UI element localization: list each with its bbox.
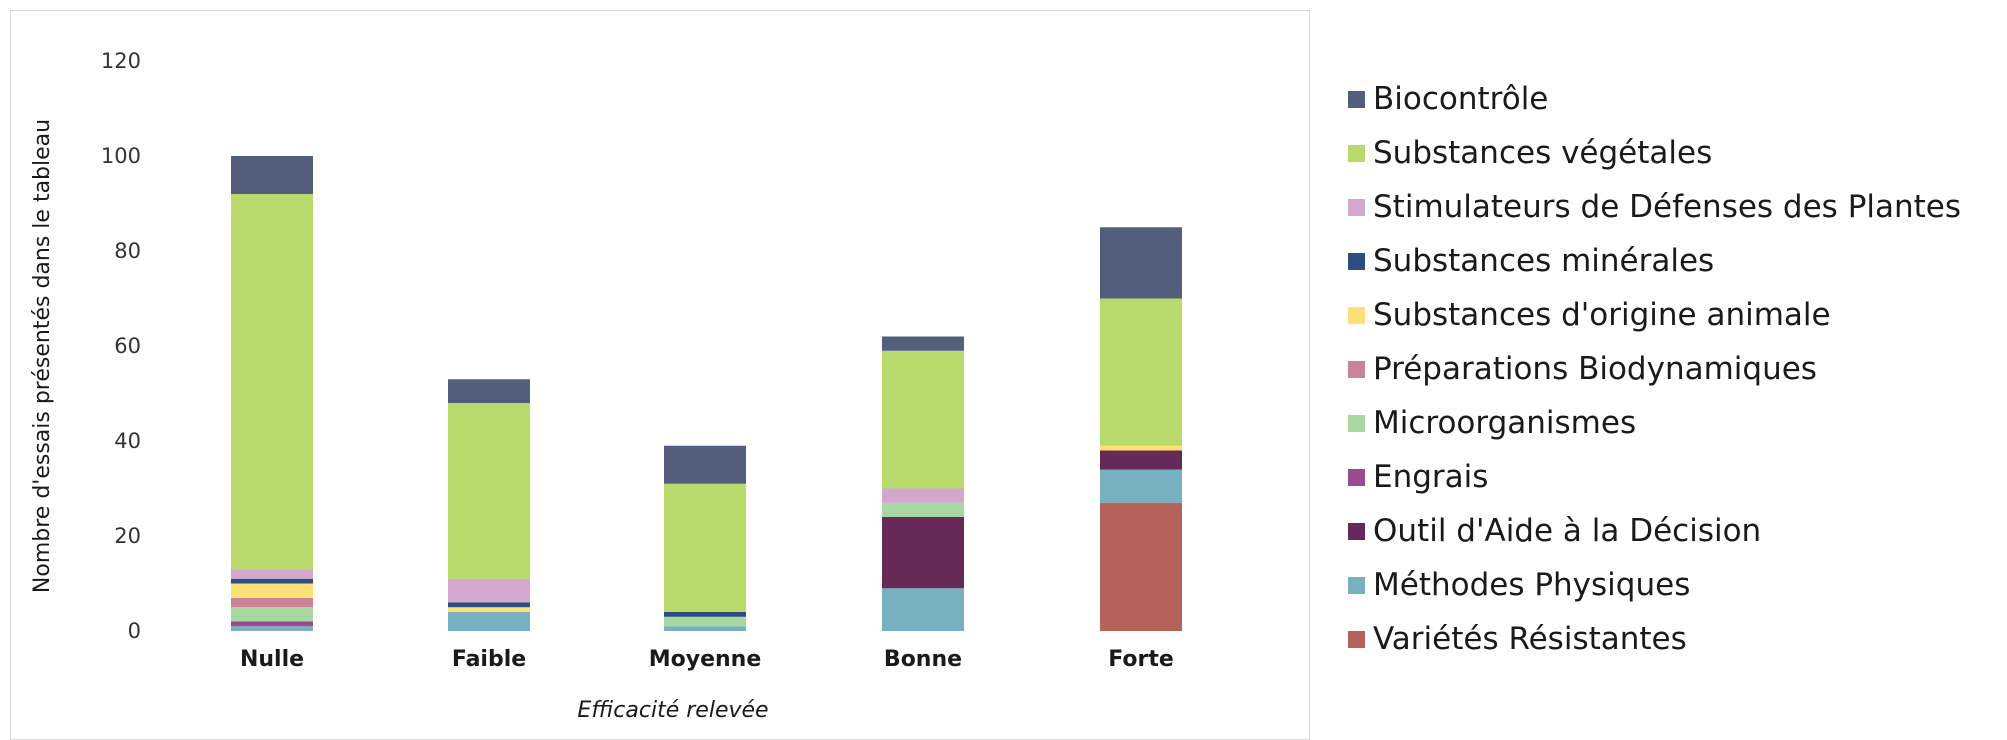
bar-segment — [1100, 446, 1182, 451]
legend-label: Substances minérales — [1373, 243, 1714, 279]
bar-segment — [231, 622, 313, 627]
y-tick-label: 40 — [114, 429, 141, 453]
x-category-label: Forte — [1108, 647, 1174, 672]
y-axis-ticks: 0 20 40 60 80 100 120 — [101, 49, 141, 643]
legend-label: Substances d'origine animale — [1373, 297, 1831, 333]
legend-swatch — [1348, 199, 1365, 216]
legend-swatch — [1348, 145, 1365, 162]
legend-item: Substances végétales — [1348, 126, 1961, 180]
y-tick-label: 100 — [101, 144, 141, 168]
bar-segment — [1100, 227, 1182, 298]
y-tick-label: 20 — [114, 524, 141, 548]
legend-label: Biocontrôle — [1373, 81, 1548, 117]
legend-swatch — [1348, 307, 1365, 324]
bar-segment — [882, 588, 964, 631]
legend-label: Outil d'Aide à la Décision — [1373, 513, 1761, 549]
legend: Biocontrôle Substances végétales Stimulate… — [1348, 72, 1961, 666]
legend-item: Substances minérales — [1348, 234, 1961, 288]
bar-segment — [1100, 451, 1182, 470]
bar-segment — [448, 403, 530, 579]
x-category-label: Moyenne — [649, 647, 762, 672]
bar-segment — [448, 607, 530, 612]
legend-item: Stimulateurs de Défenses des Plantes — [1348, 180, 1961, 234]
bar-segment — [664, 484, 746, 612]
legend-label: Substances végétales — [1373, 135, 1712, 171]
bar-segment — [448, 603, 530, 608]
y-axis-title: Nombre d'essais présentés dans le tablea… — [30, 119, 55, 593]
legend-label: Stimulateurs de Défenses des Plantes — [1373, 189, 1961, 225]
stacked-bar-chart: 0 20 40 60 80 100 120 Nulle Faible Moyenne Bonne F… — [11, 11, 1311, 736]
bar-segment — [882, 489, 964, 503]
bar-segment — [1100, 470, 1182, 503]
legend-swatch — [1348, 361, 1365, 378]
legend-item: Méthodes Physiques — [1348, 558, 1961, 612]
legend-swatch — [1348, 91, 1365, 108]
legend-label: Variétés Résistantes — [1373, 621, 1687, 657]
bar-segment — [231, 607, 313, 621]
bar-segment — [882, 337, 964, 351]
bar-segment — [664, 446, 746, 484]
bar-segment — [231, 156, 313, 194]
legend-swatch — [1348, 523, 1365, 540]
x-category-label: Bonne — [884, 647, 962, 672]
legend-item: Microorganismes — [1348, 396, 1961, 450]
bar-segment — [664, 617, 746, 627]
legend-item: Substances d'origine animale — [1348, 288, 1961, 342]
bar-segment — [1100, 299, 1182, 446]
y-tick-label: 60 — [114, 334, 141, 358]
bar-segment — [231, 598, 313, 608]
legend-label: Méthodes Physiques — [1373, 567, 1690, 603]
bar-segment — [664, 626, 746, 631]
y-tick-label: 0 — [128, 619, 141, 643]
bar-segment — [882, 503, 964, 517]
bar-segment — [448, 579, 530, 603]
legend-label: Préparations Biodynamiques — [1373, 351, 1817, 387]
y-tick-label: 120 — [101, 49, 141, 73]
x-axis-categories: Nulle Faible Moyenne Bonne Forte — [240, 647, 1174, 672]
x-category-label: Nulle — [240, 647, 304, 672]
legend-item: Variétés Résistantes — [1348, 612, 1961, 666]
bar-segment — [231, 626, 313, 631]
bar-segment — [1100, 503, 1182, 631]
bar-segment — [231, 569, 313, 579]
x-axis-title: Efficacité relevée — [577, 698, 768, 723]
bar-segment — [448, 379, 530, 403]
legend-item: Biocontrôle — [1348, 72, 1961, 126]
bar-segment — [664, 612, 746, 617]
legend-swatch — [1348, 469, 1365, 486]
bar-segment — [882, 517, 964, 588]
legend-swatch — [1348, 415, 1365, 432]
bar-segment — [882, 351, 964, 489]
legend-swatch — [1348, 253, 1365, 270]
x-category-label: Faible — [452, 647, 526, 672]
bar-segment — [231, 584, 313, 598]
bar-segment — [231, 194, 313, 569]
legend-swatch — [1348, 577, 1365, 594]
bar-segment — [231, 579, 313, 584]
bars — [231, 156, 1182, 631]
bar-segment — [448, 612, 530, 631]
y-tick-label: 80 — [114, 239, 141, 263]
legend-item: Outil d'Aide à la Décision — [1348, 504, 1961, 558]
legend-item: Engrais — [1348, 450, 1961, 504]
legend-label: Microorganismes — [1373, 405, 1636, 441]
legend-swatch — [1348, 631, 1365, 648]
chart-frame: 0 20 40 60 80 100 120 Nulle Faible Moyenne Bonne F… — [10, 10, 1310, 740]
legend-label: Engrais — [1373, 459, 1488, 495]
legend-item: Préparations Biodynamiques — [1348, 342, 1961, 396]
